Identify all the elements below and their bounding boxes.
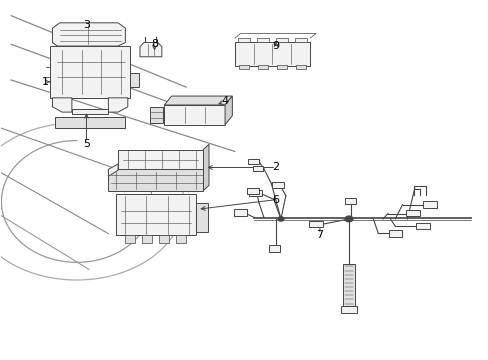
Polygon shape [164, 96, 232, 105]
Bar [249, 190, 261, 196]
Text: 8: 8 [151, 39, 158, 49]
Bar [246, 188, 259, 194]
Bar [388, 230, 401, 237]
Polygon shape [108, 98, 127, 112]
Bar [108, 169, 203, 191]
Bar [341, 306, 356, 313]
Text: 4: 4 [221, 96, 228, 107]
Text: 6: 6 [272, 195, 279, 204]
Bar [308, 221, 322, 227]
Bar [130, 73, 139, 87]
Bar [415, 222, 429, 229]
Circle shape [345, 216, 352, 222]
Bar [295, 65, 305, 69]
Bar [159, 235, 169, 243]
Bar [233, 209, 247, 216]
Bar [257, 38, 268, 42]
Bar [252, 166, 263, 171]
Bar [239, 65, 248, 69]
Bar [406, 210, 419, 216]
Bar [164, 105, 224, 125]
Polygon shape [52, 98, 72, 112]
Polygon shape [52, 23, 125, 46]
Bar [276, 38, 287, 42]
Bar [50, 46, 130, 98]
Bar [258, 65, 267, 69]
Bar [423, 201, 436, 207]
Bar [268, 246, 279, 252]
Text: 2: 2 [272, 162, 279, 172]
Text: 1: 1 [41, 77, 48, 87]
Bar [116, 194, 196, 235]
Bar [343, 264, 354, 306]
Bar [149, 107, 163, 123]
Polygon shape [224, 96, 232, 125]
Bar [345, 198, 355, 203]
Circle shape [278, 217, 284, 221]
Bar [125, 235, 135, 243]
Polygon shape [203, 144, 208, 191]
Text: 3: 3 [83, 19, 90, 30]
Bar [72, 109, 108, 114]
Polygon shape [108, 164, 118, 176]
Text: 9: 9 [272, 41, 279, 51]
Bar [196, 203, 207, 232]
Text: 7: 7 [316, 230, 323, 240]
Bar [294, 38, 306, 42]
Bar [55, 117, 125, 128]
Bar [247, 158, 258, 163]
Bar [272, 182, 284, 188]
Bar [238, 38, 249, 42]
Bar [142, 235, 152, 243]
Bar [234, 42, 309, 66]
Bar [176, 235, 186, 243]
Polygon shape [140, 42, 162, 57]
Bar [276, 65, 286, 69]
Bar [118, 150, 203, 170]
Text: 5: 5 [83, 139, 90, 149]
